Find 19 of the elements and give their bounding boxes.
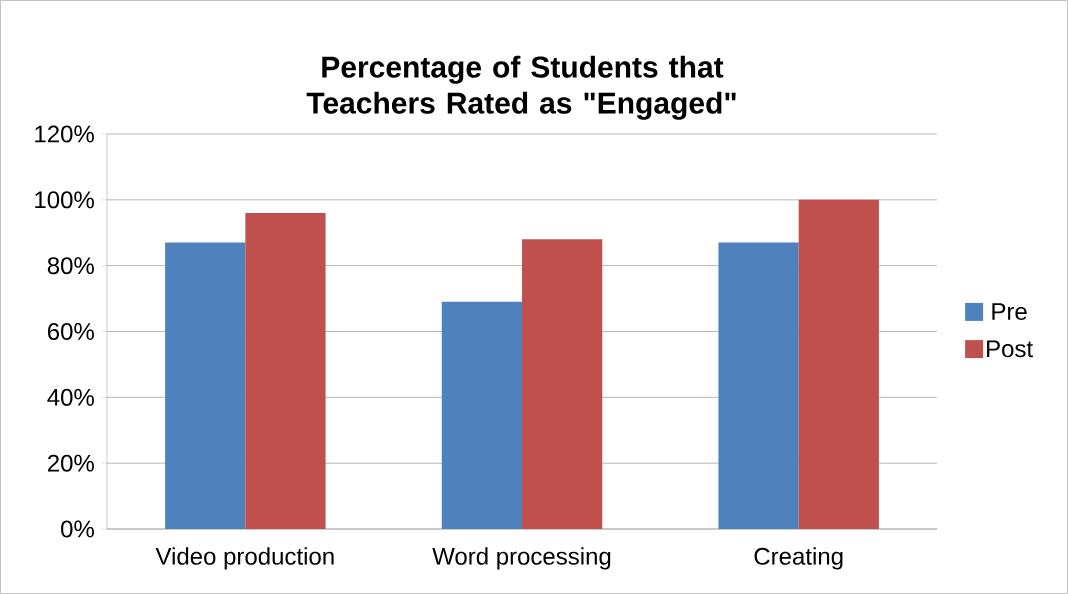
y-tick-label: 120% — [35, 125, 94, 143]
y-tick-label: 20% — [47, 454, 94, 472]
chart-title: Percentage of Students that Teachers Rated as "Engaged" — [306, 55, 736, 120]
bar — [522, 239, 603, 529]
legend-label: Post — [987, 340, 1033, 358]
y-tick-label: 100% — [35, 191, 94, 209]
x-tick-label: Creating — [754, 547, 843, 570]
bar — [165, 242, 246, 529]
y-tick-label: 80% — [47, 257, 94, 275]
x-tick-label: Word processing — [432, 547, 611, 570]
bar — [245, 213, 326, 529]
y-tick-label: 40% — [47, 388, 94, 406]
legend-label: Pre — [992, 303, 1027, 321]
bar — [441, 301, 522, 529]
y-tick-label: 0% — [61, 520, 94, 538]
y-tick-label: 60% — [47, 322, 94, 340]
bar — [718, 242, 799, 529]
bar — [798, 199, 879, 529]
x-tick-label: Video production — [155, 547, 334, 570]
